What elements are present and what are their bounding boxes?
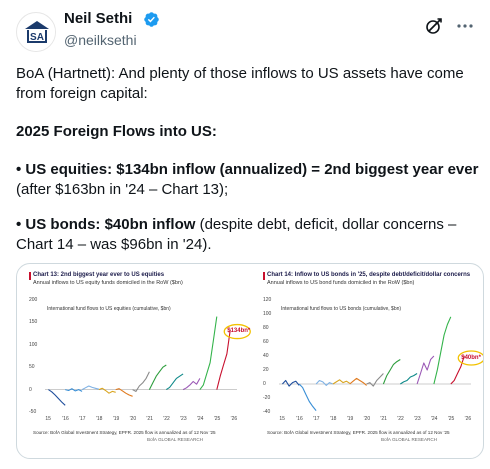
chart13-y-tick: 100 [29, 341, 38, 348]
chart14-x-tick: '26 [464, 416, 472, 422]
chart14-y-tick: -40 [263, 409, 271, 415]
chart14-title: Chart 14: Inflow to US bonds in '25, des… [267, 272, 471, 278]
chart13-y-tick: 150 [29, 319, 38, 326]
chart13-x-tick: '17 [79, 416, 86, 422]
chart13-y-tick: 50 [29, 364, 35, 371]
equities-bold-text: • US equities: $134bn inflow (annualized… [16, 161, 479, 178]
chart14-x-tick: '24 [430, 416, 438, 422]
chart14-y-tick: -20 [263, 395, 271, 401]
chart13-series-line [98, 387, 116, 394]
chart13-series-line [48, 389, 66, 406]
chart13-x-tick: '25 [213, 416, 221, 422]
chart14-x-tick: '17 [313, 416, 320, 422]
chart14-title-accent [263, 272, 265, 280]
chart13-x-tick: '24 [196, 416, 204, 422]
chart13-series-line [148, 364, 167, 390]
avatar-logo-icon: SA [18, 14, 55, 51]
chart-13-panel: Chart 13: 2nd biggest year ever to US eq… [17, 264, 251, 458]
chart14-y-tick: 20 [263, 367, 269, 373]
chart13-x-tick: '26 [230, 416, 238, 422]
chart14-x-tick: '23 [414, 416, 421, 422]
avatar[interactable]: SA [16, 12, 56, 52]
chart14-plot [279, 316, 483, 411]
verified-badge-icon [144, 12, 159, 27]
chart14-x-tick: '16 [296, 416, 303, 422]
chart13-x-tick: 15 [45, 416, 51, 422]
chart14-x-tick: '19 [346, 416, 354, 422]
chart13-series-line [199, 316, 218, 390]
chart13-plot [45, 316, 251, 406]
chart13-x-tick: '18 [95, 416, 103, 422]
chart14-series-line [416, 355, 435, 385]
tweet-equities-line: • US equities: $134bn inflow (annualized… [16, 160, 484, 200]
grok-icon[interactable] [424, 16, 444, 36]
chart14-series-line [400, 373, 418, 385]
chart13-title: Chart 13: 2nd biggest year ever to US eq… [33, 272, 165, 278]
chart13-callout-label: $134bn* [227, 328, 251, 335]
tweet-bonds-line: • US bonds: $40bn inflow (despite debt, … [16, 215, 484, 255]
chart14-x-tick: 15 [279, 416, 285, 422]
chart13-x-tick: '19 [112, 416, 120, 422]
chart14-brand: BofA GLOBAL RESEARCH [381, 437, 437, 442]
chart13-series-line [65, 388, 83, 392]
chart13-brand: BofA GLOBAL RESEARCH [147, 437, 203, 442]
chart13-series-line [115, 388, 133, 397]
chart14-subtitle: Annual inflows to US bond funds domicile… [267, 280, 415, 286]
chart14-series-line [382, 359, 401, 385]
chart14-callout-label: $40bn* [461, 354, 481, 361]
chart13-series-line [132, 371, 150, 392]
chart14-series-line [315, 379, 334, 386]
chart14-series-line [332, 379, 350, 385]
chart13-y-tick: 0 [29, 386, 32, 393]
chart13-x-tick: '22 [163, 416, 170, 422]
chart13-callout-circle [223, 323, 251, 340]
chart14-x-tick: '22 [397, 416, 404, 422]
chart13-series-line [165, 373, 184, 391]
chart14-series-line [366, 373, 384, 387]
chart13-inner-title: International fund flows to US equities … [47, 306, 171, 312]
chart13-source: Source: BofA Global Investment Strategy,… [33, 430, 216, 435]
chart14-y-tick: 0 [263, 381, 266, 387]
chart14-source: Source: BofA Global Investment Strategy,… [267, 430, 450, 435]
chart14-y-tick: 60 [263, 339, 269, 345]
chart14-y-tick: 80 [263, 325, 269, 331]
chart14-x-tick: '18 [329, 416, 337, 422]
chart14-series-line [298, 383, 317, 411]
chart-14-panel: Chart 14: Inflow to US bonds in '25, des… [251, 264, 483, 458]
chart13-title-accent [29, 272, 31, 280]
chart14-callout-circle [457, 350, 483, 366]
chart14-series-line [281, 379, 300, 387]
bonds-rest-text: (despite debt, deficit, dollar concerns … [16, 216, 457, 253]
chart14-series-line [433, 316, 452, 385]
chart13-x-tick: '16 [62, 416, 69, 422]
chart14-x-tick: '21 [380, 416, 387, 422]
chart13-series-line [182, 378, 201, 391]
chart13-y-tick: 200 [29, 297, 38, 303]
chart14-y-tick: 100 [263, 311, 272, 317]
chart13-subtitle: Annual inflows to US equity funds domici… [33, 280, 183, 286]
avatar-initials: SA [30, 32, 44, 43]
author-name[interactable]: Neil Sethi [64, 10, 133, 27]
tweet-heading: 2025 Foreign Flows into US: [16, 123, 217, 140]
author-handle[interactable]: @neilksethi [64, 32, 137, 48]
bonds-bold-text: • US bonds: $40bn inflow [16, 216, 196, 233]
tweet-media-image[interactable]: Chart 13: 2nd biggest year ever to US eq… [16, 263, 484, 459]
chart14-x-tick: '25 [447, 416, 455, 422]
tweet-intro-text: BoA (Hartnett): And plenty of those infl… [16, 65, 464, 102]
chart14-inner-title: International fund flows to US bonds (cu… [281, 306, 402, 312]
chart14-y-tick: 120 [263, 297, 272, 303]
chart14-x-tick: '20 [363, 416, 371, 422]
chart13-x-tick: '23 [180, 416, 187, 422]
more-options-icon[interactable] [454, 16, 476, 36]
chart13-y-tick: -50 [29, 409, 37, 415]
chart14-series-line [349, 377, 367, 386]
chart13-series-line [216, 329, 231, 390]
chart13-x-tick: '21 [146, 416, 153, 422]
chart13-series-line [81, 385, 100, 391]
equities-rest-text: (after $163bn in '24 – Chart 13); [16, 181, 229, 198]
chart13-x-tick: '20 [129, 416, 137, 422]
chart14-y-tick: 40 [263, 353, 269, 359]
